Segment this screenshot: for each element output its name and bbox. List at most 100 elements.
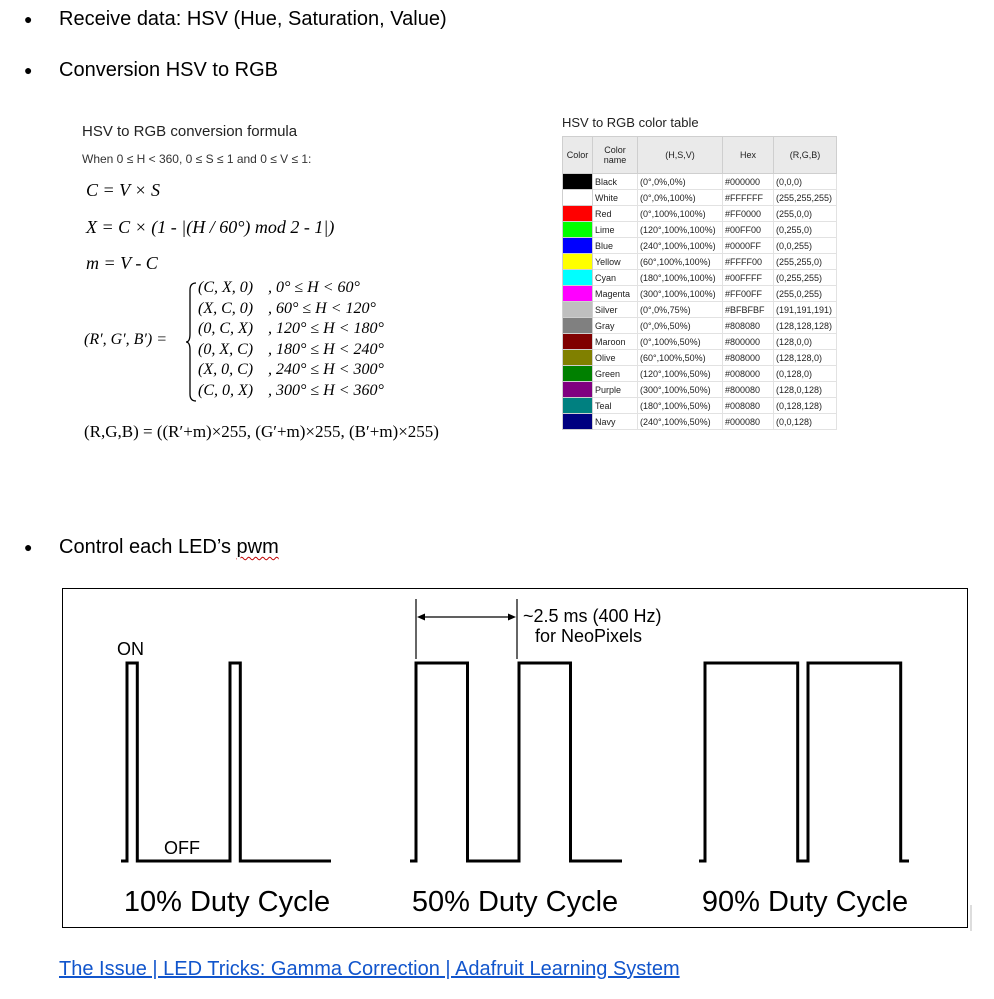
color-swatch <box>562 189 593 206</box>
cell-hsv: (300°,100%,100%) <box>637 285 723 302</box>
cell-rgb: (0,0,128) <box>773 413 837 430</box>
bullet-dot: ● <box>24 62 33 78</box>
cell-hsv: (300°,100%,50%) <box>637 381 723 398</box>
cell-rgb: (255,255,255) <box>773 189 837 206</box>
formula-final: (R,G,B) = ((R′+m)×255, (G′+m)×255, (B′+m… <box>84 422 439 441</box>
color-swatch <box>562 317 593 334</box>
table-row: Lime (120°,100%,100%) #00FF00 (0,255,0) <box>562 221 837 238</box>
case-range: , 0° ≤ H < 60° <box>268 279 360 296</box>
case-range: , 120° ≤ H < 180° <box>268 320 384 337</box>
bullet-dot: ● <box>24 11 33 27</box>
pwm-wave-90 <box>699 661 909 863</box>
duty-label-10: 10% Duty Cycle <box>124 886 330 918</box>
table-row: Blue (240°,100%,100%) #0000FF (0,0,255) <box>562 237 837 254</box>
cell-rgb: (128,128,128) <box>773 317 837 334</box>
cell-hex: #808000 <box>722 349 774 366</box>
color-swatch <box>562 349 593 366</box>
table-row: Green (120°,100%,50%) #008000 (0,128,0) <box>562 365 837 382</box>
cell-rgb: (0,0,255) <box>773 237 837 254</box>
cell-hsv: (60°,100%,50%) <box>637 349 723 366</box>
color-swatch <box>562 205 593 222</box>
case-tuple: (C, 0, X) <box>198 381 254 399</box>
color-swatch <box>562 301 593 318</box>
cell-hex: #FFFF00 <box>722 253 774 270</box>
color-table: Color Color name (H,S,V) Hex (R,G,B) Bla… <box>562 136 837 430</box>
pwm-duty-cycle-figure: ~2.5 ms (400 Hz) for NeoPixels ON OFF 10… <box>62 588 968 928</box>
table-header-row: Color Color name (H,S,V) Hex (R,G,B) <box>562 136 837 174</box>
header-hsv: (H,S,V) <box>637 136 723 174</box>
color-swatch <box>562 221 593 238</box>
cell-hsv: (180°,100%,100%) <box>637 269 723 286</box>
header-hex: Hex <box>722 136 774 174</box>
formula-x: X = C × (1 - |(H / 60°) mod 2 - 1|) <box>86 217 335 237</box>
cell-hsv: (240°,100%,50%) <box>637 413 723 430</box>
cell-name: White <box>592 189 638 206</box>
case-tuple: (0, C, X) <box>198 320 254 337</box>
formula-case: (X, 0, C) , 240° ≤ H < 300° <box>198 361 384 379</box>
pwm-wave-50 <box>410 661 622 863</box>
color-swatch <box>562 413 593 430</box>
cell-hex: #000000 <box>722 173 774 190</box>
cell-rgb: (255,0,0) <box>773 205 837 222</box>
cell-name: Teal <box>592 397 638 414</box>
case-tuple: (C, X, 0) <box>198 279 254 296</box>
case-range: , 180° ≤ H < 240° <box>268 340 384 358</box>
table-row: Purple (300°,100%,50%) #800080 (128,0,128) <box>562 381 837 398</box>
cell-hsv: (0°,0%,50%) <box>637 317 723 334</box>
formula-condition: When 0 ≤ H < 360, 0 ≤ S ≤ 1 and 0 ≤ V ≤ … <box>82 152 312 166</box>
adafruit-gamma-link[interactable]: The Issue | LED Tricks: Gamma Correction… <box>59 958 680 980</box>
formula-case: (C, 0, X) , 300° ≤ H < 360° <box>198 382 384 400</box>
cell-hex: #000080 <box>722 413 774 430</box>
cell-rgb: (0,0,0) <box>773 173 837 190</box>
color-swatch <box>562 285 593 302</box>
color-swatch <box>562 333 593 350</box>
cell-name: Purple <box>592 381 638 398</box>
header-color: Color <box>562 136 593 174</box>
cell-rgb: (191,191,191) <box>773 301 837 318</box>
pwm-waveforms: ~2.5 ms (400 Hz) for NeoPixels ON OFF 10… <box>117 599 909 918</box>
table-row: Black (0°,0%,0%) #000000 (0,0,0) <box>562 173 837 190</box>
color-swatch <box>562 173 593 190</box>
cell-hsv: (0°,0%,100%) <box>637 189 723 206</box>
formula-brace <box>186 282 197 402</box>
color-swatch <box>562 397 593 414</box>
spellcheck-flagged-word[interactable]: pwm <box>236 536 279 558</box>
table-row: Teal (180°,100%,50%) #008080 (0,128,128) <box>562 397 837 414</box>
cell-rgb: (128,0,128) <box>773 381 837 398</box>
color-swatch <box>562 381 593 398</box>
cell-hex: #FFFFFF <box>722 189 774 206</box>
duty-label-90: 90% Duty Cycle <box>702 886 908 918</box>
case-tuple: (X, 0, C) <box>198 361 254 378</box>
formula-case: (0, X, C) , 180° ≤ H < 240° <box>198 341 384 359</box>
bullet-text: Conversion HSV to RGB <box>59 59 278 81</box>
cell-hex: #808080 <box>722 317 774 334</box>
cell-rgb: (0,128,0) <box>773 365 837 382</box>
cell-hsv: (180°,100%,50%) <box>637 397 723 414</box>
color-swatch <box>562 237 593 254</box>
case-range: , 60° ≤ H < 120° <box>268 299 376 317</box>
cell-hex: #00FF00 <box>722 221 774 238</box>
formula-prime-label: (R′, G′, B′) = <box>84 331 168 348</box>
bullet-dot: ● <box>24 539 33 555</box>
color-swatch <box>562 365 593 382</box>
arrowhead-right <box>508 613 516 621</box>
pwm-wave-10 <box>121 661 331 863</box>
color-table-body: Black (0°,0%,0%) #000000 (0,0,0) White (0°,0%… <box>562 173 837 430</box>
cell-rgb: (0,255,0) <box>773 221 837 238</box>
color-swatch <box>562 253 593 270</box>
case-tuple: (X, C, 0) <box>198 299 254 317</box>
table-row: Silver (0°,0%,75%) #BFBFBF (191,191,191) <box>562 301 837 318</box>
cell-hex: #008000 <box>722 365 774 382</box>
cell-name: Magenta <box>592 285 638 302</box>
case-tuple: (0, X, C) <box>198 340 254 358</box>
cell-rgb: (255,0,255) <box>773 285 837 302</box>
cell-name: Black <box>592 173 638 190</box>
cell-hsv: (0°,0%,0%) <box>637 173 723 190</box>
cell-hsv: (0°,100%,100%) <box>637 205 723 222</box>
cell-rgb: (128,128,0) <box>773 349 837 366</box>
table-row: Red (0°,100%,100%) #FF0000 (255,0,0) <box>562 205 837 222</box>
formula-m: m = V - C <box>86 253 158 273</box>
cell-hex: #00FFFF <box>722 269 774 286</box>
cell-hsv: (240°,100%,100%) <box>637 237 723 254</box>
period-marker <box>415 599 518 659</box>
